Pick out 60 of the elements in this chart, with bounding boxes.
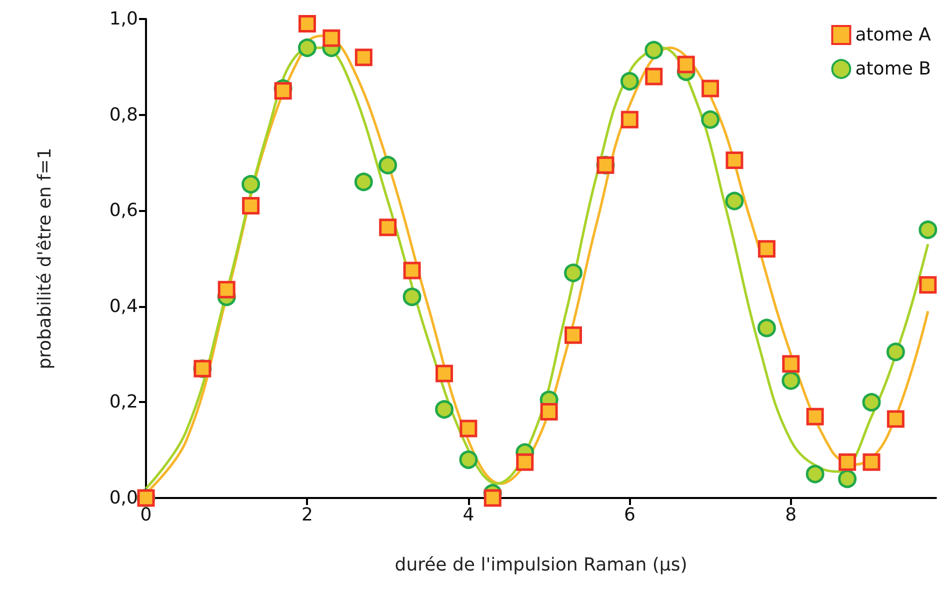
y-tick-label: 0,4 [109, 296, 138, 317]
point [564, 326, 582, 344]
point [886, 342, 905, 362]
point [274, 82, 292, 100]
point [645, 68, 663, 86]
point [218, 280, 236, 298]
y-tick-label: 0,2 [109, 392, 138, 413]
y-tick-label: 0,8 [109, 104, 138, 126]
point [918, 220, 938, 240]
point [862, 392, 881, 412]
point [782, 371, 800, 390]
y-axis-title: probabilité d'être en f=1 [34, 148, 56, 370]
x-tick-label: 2 [302, 504, 313, 526]
legend-label: atome B [855, 58, 931, 80]
point [782, 355, 800, 373]
point [725, 192, 744, 210]
point [726, 152, 744, 170]
point [435, 400, 454, 419]
point [564, 264, 582, 282]
point [402, 288, 422, 306]
point [702, 80, 720, 98]
x-axis-title: durée de l'impulsion Raman (µs) [394, 554, 688, 576]
x-tick-label: 4 [462, 504, 474, 526]
point [298, 38, 316, 57]
point [919, 276, 937, 294]
x-tick-label: 6 [624, 504, 636, 526]
point [677, 56, 695, 74]
point [436, 364, 454, 382]
point [862, 453, 880, 471]
point [757, 318, 776, 338]
point [379, 218, 397, 236]
point [460, 420, 478, 438]
y-tick-label: 0,0 [109, 488, 138, 508]
point [644, 40, 664, 60]
point [242, 197, 260, 215]
point [484, 489, 502, 507]
x-tick-label: 8 [785, 504, 797, 526]
point [838, 453, 856, 471]
legend-label: atome A [855, 24, 932, 46]
y-tick-label: 0,6 [109, 200, 138, 222]
point [701, 110, 720, 129]
point [298, 15, 316, 33]
point [403, 262, 421, 280]
point [886, 410, 904, 428]
point [516, 453, 534, 471]
point [620, 72, 639, 91]
point [758, 240, 776, 258]
point [354, 172, 373, 192]
point [620, 110, 638, 128]
point [838, 470, 857, 488]
point [354, 48, 372, 66]
point [806, 464, 824, 484]
point [540, 403, 558, 421]
point [322, 29, 340, 47]
point [459, 450, 478, 469]
point [378, 156, 398, 174]
point [806, 408, 824, 426]
x-tick-label: 0 [140, 504, 152, 526]
point [242, 175, 260, 194]
y-tick-label: 1,0 [109, 8, 138, 30]
